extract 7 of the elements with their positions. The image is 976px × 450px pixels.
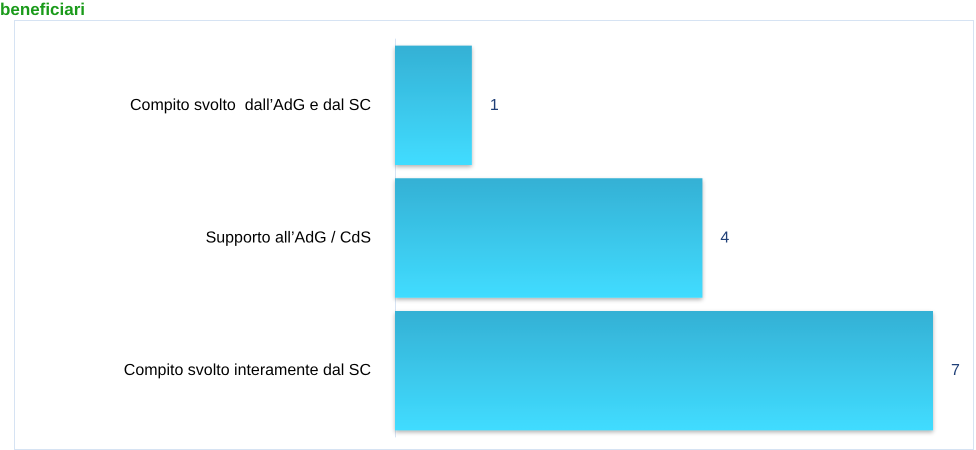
y-tick-label: Compito svolto interamente dal SC bbox=[124, 362, 371, 380]
data-label: 4 bbox=[720, 230, 730, 246]
y-tick-label: Supporto all’AdG / CdS bbox=[206, 230, 371, 246]
data-label: 1 bbox=[490, 96, 499, 114]
data-label: 7 bbox=[951, 362, 960, 380]
y-tick-label: Compito svolto dall’AdG e dal SC bbox=[130, 96, 371, 114]
text: beneficiari bbox=[0, 0, 86, 20]
